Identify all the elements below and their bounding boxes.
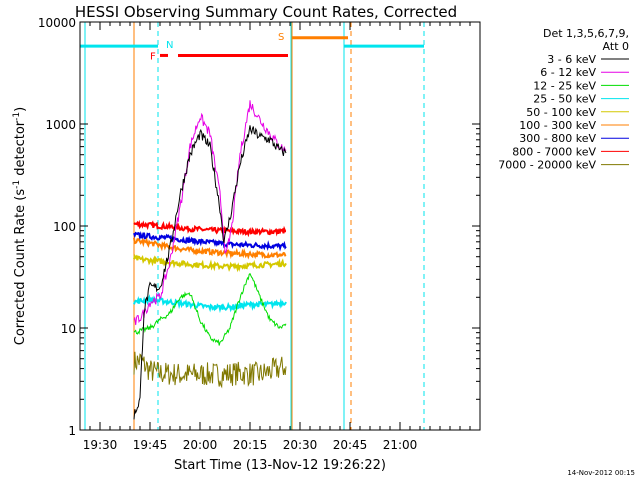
series-line: [133, 294, 287, 314]
x-tick-label: 20:30: [283, 438, 318, 452]
y-tick-label: 10: [61, 322, 76, 336]
flare-flag-label: F: [150, 51, 156, 62]
legend-header-detectors: Det 1,3,5,6,7,9,: [543, 27, 629, 40]
chart-title: HESSI Observing Summary Count Rates, Cor…: [75, 3, 457, 21]
legend-entry-label: 50 - 100 keV: [526, 106, 596, 119]
x-tick-label: 21:00: [383, 438, 418, 452]
series-line: [133, 237, 287, 260]
plot-area: NF S: [80, 22, 425, 430]
y-tick-label: 100: [53, 220, 76, 234]
y-axis-label-sup2: -1: [12, 112, 22, 121]
y-axis-label-end: ): [13, 107, 28, 112]
x-tick-label: 20:00: [183, 438, 218, 452]
x-axis-label: Start Time (13-Nov-12 19:26:22): [174, 458, 386, 473]
x-axis-ticks: 19:30 19:45 20:00 20:15 20:30 20:45 21:00: [83, 22, 471, 452]
series-line: [133, 231, 287, 252]
x-tick-label: 19:45: [133, 438, 168, 452]
x-tick-label: 20:15: [233, 438, 268, 452]
y-axis-label-mid: detector: [13, 120, 28, 180]
y-tick-label: 10000: [38, 16, 76, 30]
series-line: [133, 125, 287, 420]
series-line: [133, 219, 287, 238]
footer-timestamp: 14-Nov-2012 00:15: [567, 469, 635, 477]
x-tick-label: 20:45: [333, 438, 368, 452]
legend-entry-label: 800 - 7000 keV: [512, 145, 596, 158]
y-tick-label: 1: [68, 424, 76, 438]
night-flag-label: N: [166, 40, 173, 51]
legend-entry-label: 25 - 50 keV: [533, 93, 596, 106]
y-tick-label: 1000: [45, 118, 76, 132]
saa-flag-label: S: [278, 32, 284, 43]
legend-entry-label: 7000 - 20000 keV: [498, 159, 596, 172]
series-line: [133, 100, 287, 326]
series-line: [133, 351, 287, 389]
legend-entry-label: 300 - 800 keV: [519, 132, 596, 145]
y-axis-label-sup1: -1: [12, 180, 22, 189]
series-line: [133, 253, 287, 273]
legend-entry-label: 100 - 300 keV: [519, 119, 596, 132]
y-axis-label-main: Corrected Count Rate (s: [13, 189, 28, 346]
y-axis-ticks: 1 10 100 1000 10000: [38, 16, 480, 438]
x-tick-label: 19:30: [83, 438, 118, 452]
series-line: [133, 272, 287, 346]
legend-entry-label: 3 - 6 keV: [547, 53, 596, 66]
y-axis-label: Corrected Count Rate (s-1 detector-1): [12, 107, 28, 345]
legend-entry-label: 6 - 12 keV: [540, 66, 596, 79]
legend-header-attenuator: Att 0: [603, 40, 629, 53]
legend-entry-label: 12 - 25 keV: [533, 79, 596, 92]
